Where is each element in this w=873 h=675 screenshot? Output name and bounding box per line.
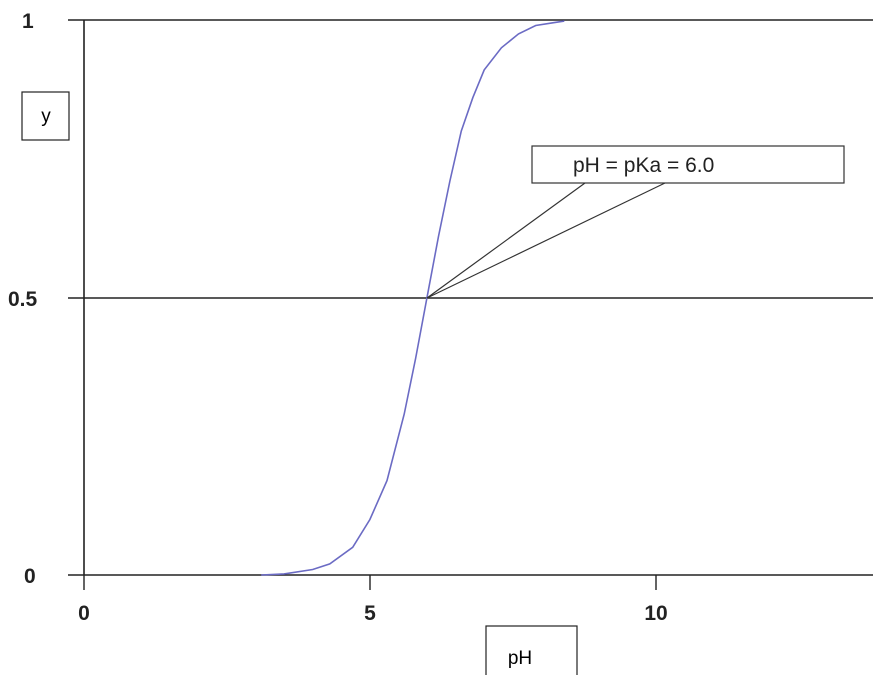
x-label-box: [485, 625, 578, 675]
x-ticks: 0 5 10: [78, 575, 668, 625]
y-axis-label: y: [41, 106, 51, 127]
annotation-leader-2: [426, 182, 666, 299]
x-tick-label-0: 0: [78, 602, 90, 625]
y-tick-label-half: 0.5: [8, 288, 38, 311]
x-axis-label: pH: [508, 648, 532, 669]
annotation-box: [531, 145, 845, 184]
y-ticks: 1 0.5 0: [8, 10, 38, 588]
y-tick-label-1: 1: [22, 10, 34, 33]
annotation-leader-1: [426, 182, 586, 299]
y-tick-label-0: 0: [24, 565, 36, 588]
x-tick-label-10: 10: [644, 602, 667, 625]
x-tick-label-5: 5: [364, 602, 376, 625]
annotation-text: pH = pKa = 6.0: [573, 154, 714, 177]
titration-curve: [261, 20, 565, 576]
y-label-box: [21, 91, 70, 141]
